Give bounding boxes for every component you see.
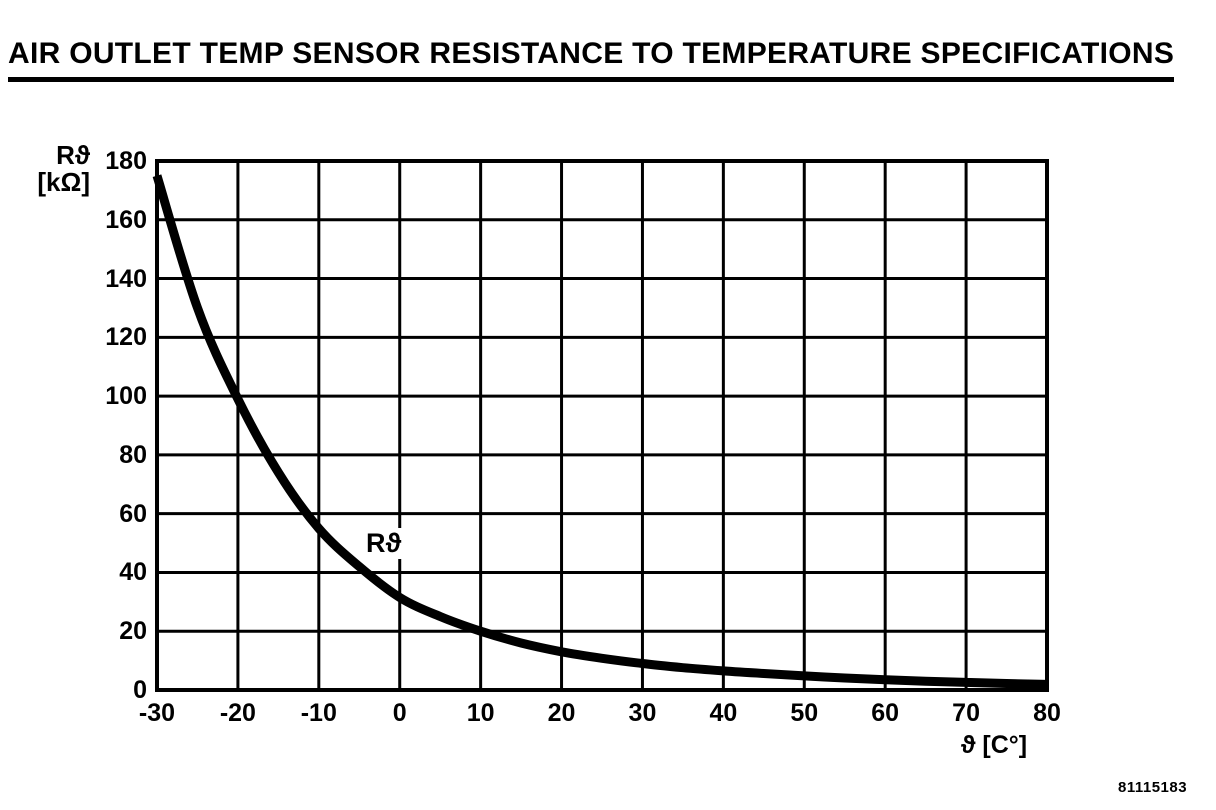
- x-tick-label: 60: [871, 699, 900, 727]
- y-tick-label: 20: [119, 617, 147, 646]
- y-tick-label: 160: [105, 205, 147, 234]
- y-tick-label: 180: [105, 147, 147, 175]
- x-tick-label: 40: [709, 699, 738, 727]
- x-tick-label: -20: [219, 699, 256, 727]
- y-axis-label-unit: [kΩ]: [37, 167, 90, 197]
- x-tick-label: -10: [300, 699, 337, 727]
- y-axis-label: Rϑ [kΩ]: [14, 142, 90, 196]
- x-axis-label: ϑ [C°]: [960, 731, 1028, 759]
- y-tick-label: 60: [119, 499, 147, 528]
- x-tick-label: 10: [466, 699, 495, 727]
- x-tick-label: 0: [392, 699, 407, 727]
- y-tick-label: 140: [105, 264, 147, 293]
- curve-label: Rϑ: [362, 528, 406, 559]
- page-title: AIR OUTLET TEMP SENSOR RESISTANCE TO TEM…: [8, 37, 1175, 83]
- y-tick-label: 120: [105, 323, 147, 352]
- plot-frame: [155, 159, 1049, 692]
- x-tick-label: 80: [1033, 699, 1061, 727]
- y-tick-label: 80: [119, 440, 147, 469]
- document-number: 81115183: [1118, 779, 1188, 796]
- x-tick-label: -30: [138, 699, 176, 727]
- y-tick-label: 100: [105, 382, 147, 411]
- resistance-curve: [152, 174, 1048, 689]
- x-tick-label: 20: [547, 699, 576, 727]
- x-tick-label: 50: [790, 699, 819, 727]
- x-tick-label: 30: [628, 699, 657, 727]
- x-tick-label: 70: [952, 699, 980, 727]
- y-axis-label-symbol: Rϑ: [56, 140, 90, 170]
- y-tick-label: 0: [133, 676, 147, 704]
- y-tick-label: 40: [119, 558, 147, 587]
